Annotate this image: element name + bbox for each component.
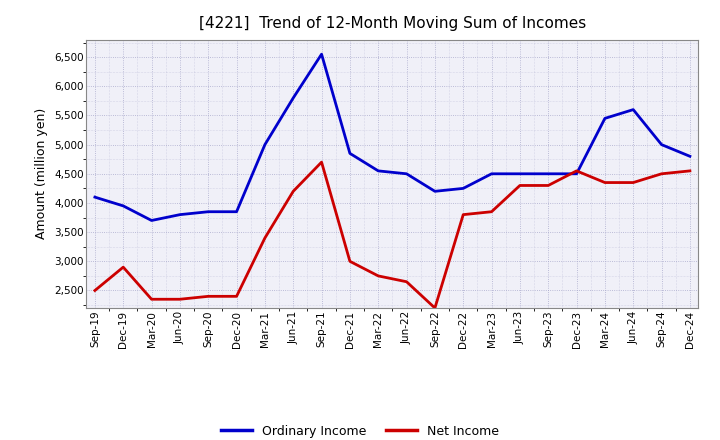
Ordinary Income	[402, 171, 411, 176]
Net Income	[516, 183, 524, 188]
Ordinary Income	[204, 209, 212, 214]
Line: Net Income: Net Income	[95, 162, 690, 308]
Ordinary Income	[148, 218, 156, 223]
Net Income	[119, 264, 127, 270]
Net Income	[657, 171, 666, 176]
Net Income	[91, 288, 99, 293]
Net Income	[261, 235, 269, 241]
Ordinary Income	[233, 209, 241, 214]
Y-axis label: Amount (million yen): Amount (million yen)	[35, 108, 48, 239]
Net Income	[402, 279, 411, 284]
Legend: Ordinary Income, Net Income: Ordinary Income, Net Income	[216, 420, 504, 440]
Ordinary Income	[572, 171, 581, 176]
Net Income	[374, 273, 382, 279]
Ordinary Income	[261, 142, 269, 147]
Ordinary Income	[629, 107, 637, 112]
Net Income	[544, 183, 552, 188]
Ordinary Income	[374, 168, 382, 173]
Ordinary Income	[657, 142, 666, 147]
Ordinary Income	[176, 212, 184, 217]
Ordinary Income	[119, 203, 127, 209]
Line: Ordinary Income: Ordinary Income	[95, 54, 690, 220]
Net Income	[148, 297, 156, 302]
Net Income	[233, 293, 241, 299]
Net Income	[204, 293, 212, 299]
Net Income	[685, 168, 694, 173]
Ordinary Income	[346, 151, 354, 156]
Net Income	[318, 159, 326, 165]
Ordinary Income	[544, 171, 552, 176]
Ordinary Income	[289, 95, 297, 101]
Net Income	[176, 297, 184, 302]
Ordinary Income	[600, 116, 609, 121]
Ordinary Income	[318, 51, 326, 57]
Net Income	[459, 212, 467, 217]
Net Income	[487, 209, 496, 214]
Net Income	[600, 180, 609, 185]
Ordinary Income	[91, 194, 99, 200]
Net Income	[289, 189, 297, 194]
Ordinary Income	[431, 189, 439, 194]
Ordinary Income	[487, 171, 496, 176]
Net Income	[431, 305, 439, 311]
Net Income	[346, 259, 354, 264]
Ordinary Income	[516, 171, 524, 176]
Net Income	[572, 168, 581, 173]
Ordinary Income	[459, 186, 467, 191]
Ordinary Income	[685, 154, 694, 159]
Title: [4221]  Trend of 12-Month Moving Sum of Incomes: [4221] Trend of 12-Month Moving Sum of I…	[199, 16, 586, 32]
Net Income	[629, 180, 637, 185]
